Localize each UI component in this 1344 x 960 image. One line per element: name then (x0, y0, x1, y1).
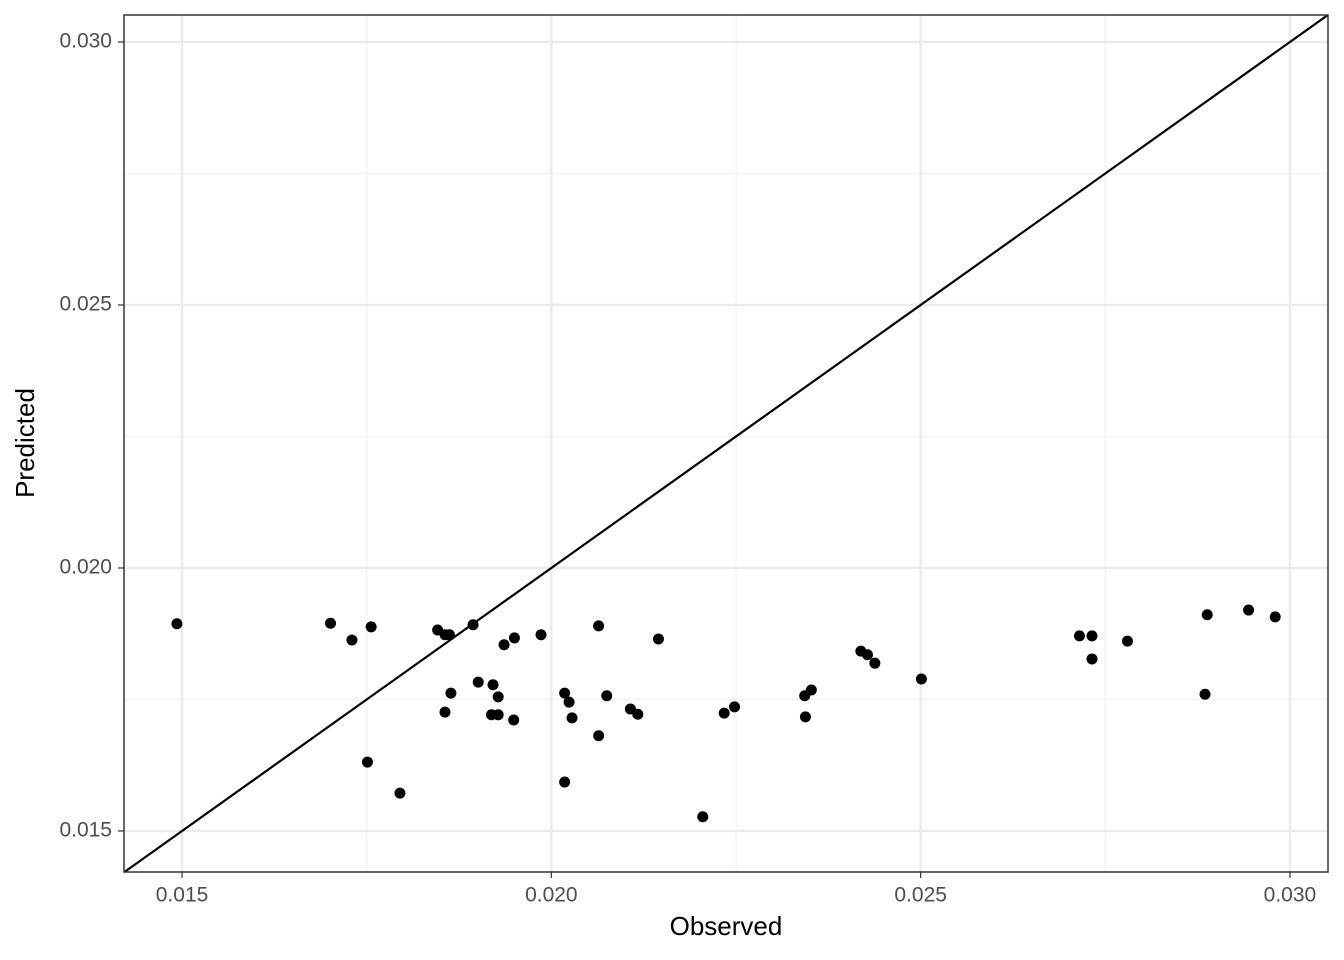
panel-border (123, 14, 1329, 873)
x-tick-label: 0.025 (894, 884, 947, 907)
point (492, 691, 504, 703)
point (508, 632, 520, 644)
x-tick-label: 0.015 (156, 884, 209, 907)
point (632, 708, 644, 720)
point (325, 617, 337, 629)
point (1199, 688, 1211, 700)
point (652, 633, 664, 645)
point (171, 618, 183, 630)
y-tick-label: 0.025 (59, 293, 112, 316)
point (559, 687, 571, 699)
point (361, 756, 373, 768)
point (1073, 630, 1085, 642)
x-tick-label: 0.030 (1264, 884, 1317, 907)
point (697, 811, 709, 823)
point (346, 634, 358, 646)
point (472, 676, 484, 688)
point (593, 620, 605, 632)
point (869, 657, 881, 669)
point (601, 690, 613, 702)
point (1201, 609, 1213, 621)
point (861, 649, 873, 661)
point (559, 776, 571, 788)
point (439, 706, 451, 718)
point (915, 673, 927, 685)
y-tick-label: 0.020 (59, 556, 112, 579)
x-tick-label: 0.020 (525, 884, 578, 907)
point (729, 701, 741, 713)
point (445, 687, 457, 699)
point (1121, 635, 1133, 647)
point (1086, 653, 1098, 665)
point (1243, 604, 1255, 616)
point (498, 639, 510, 651)
point (443, 629, 455, 641)
y-tick-label: 0.030 (59, 30, 112, 53)
point (492, 709, 504, 721)
point (593, 730, 605, 742)
point (799, 711, 811, 723)
point (805, 684, 817, 696)
point (1269, 611, 1281, 623)
x-axis-title: Observed (670, 911, 783, 941)
point (508, 714, 520, 726)
y-axis-title: Predicted (10, 388, 40, 498)
point (467, 619, 479, 631)
y-tick-label: 0.015 (59, 819, 112, 842)
point (1086, 630, 1098, 642)
identity-line (124, 15, 1328, 872)
point (535, 629, 547, 641)
point (718, 707, 730, 719)
point (487, 679, 499, 691)
point (365, 621, 377, 633)
point (563, 696, 575, 708)
point (394, 787, 406, 799)
point (566, 712, 578, 724)
